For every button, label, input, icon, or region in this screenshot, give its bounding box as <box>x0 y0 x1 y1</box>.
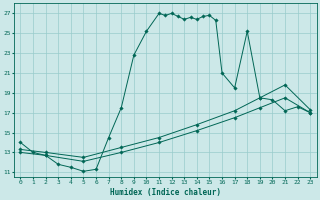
X-axis label: Humidex (Indice chaleur): Humidex (Indice chaleur) <box>110 188 221 197</box>
